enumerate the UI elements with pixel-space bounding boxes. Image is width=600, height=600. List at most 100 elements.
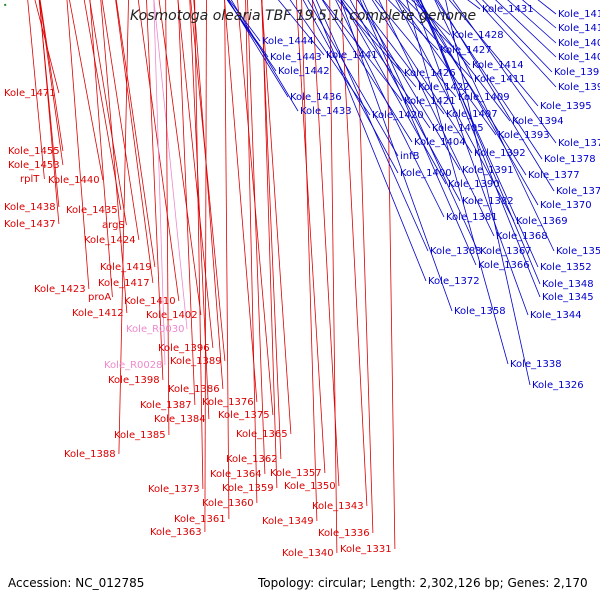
gene-label: Kole_1349 <box>262 516 314 527</box>
gene-label: Kole_1417 <box>98 278 150 289</box>
gene-label: Kole_1389 <box>170 356 222 367</box>
gene-label: Kole_1415 <box>558 9 600 20</box>
label-leader-line <box>204 0 207 533</box>
gene-label: infB <box>400 151 420 162</box>
label-leader-line <box>89 0 113 298</box>
gene-label: Kole_1326 <box>532 380 584 391</box>
label-leader-line <box>448 0 539 107</box>
gene-label: argS <box>102 220 125 231</box>
gene-label: Kole_1344 <box>530 310 582 321</box>
label-leader-line <box>38 0 60 208</box>
gene-label: Kole_1360 <box>202 498 254 509</box>
label-leader-line <box>115 0 154 284</box>
label-leader-line <box>34 0 60 94</box>
gene-label: Kole_1420 <box>372 110 424 121</box>
gene-label: Kole_1385 <box>114 430 166 441</box>
gene-label: Kole_1455 <box>8 146 60 157</box>
gene-label: Kole_1411 <box>474 74 526 85</box>
label-leader-line <box>89 0 127 226</box>
gene-label: Kole_1352 <box>540 262 592 273</box>
ring-dotted-3 <box>1 0 7 7</box>
label-leader-line <box>69 0 104 181</box>
gene-label: Kole_1412 <box>72 308 124 319</box>
gene-label: Kole_R0030 <box>126 324 185 335</box>
label-leader-line <box>355 0 374 534</box>
label-leader-line <box>146 0 164 381</box>
gene-label: Kole_1372 <box>428 276 480 287</box>
label-leader-line <box>177 0 214 349</box>
label-leader-line <box>39 0 64 152</box>
gene-label: Kole_1381 <box>446 212 498 223</box>
gene-label: Kole_1406 <box>558 52 600 63</box>
gene-label: Kole_1375 <box>218 410 270 421</box>
label-leader-line <box>437 0 555 192</box>
label-leader-line <box>395 0 515 222</box>
gene-label: Kole_1433 <box>300 106 352 117</box>
label-leader-line <box>335 0 445 218</box>
gene-label: Kole_1367 <box>480 246 532 257</box>
label-leader-line <box>165 0 170 436</box>
gene-label: Kole_1359 <box>222 483 274 494</box>
gene-label: Kole_1336 <box>318 528 370 539</box>
gene-label: Kole_1379 <box>558 138 600 149</box>
gene-label: Kole_1350 <box>284 481 336 492</box>
label-leader-line <box>386 0 396 550</box>
gene-label: Kole_1378 <box>544 154 596 165</box>
gene-label: Kole_1413 <box>558 23 600 34</box>
gene-label: Kole_1391 <box>462 165 514 176</box>
label-leader-line <box>193 0 224 390</box>
label-leader-line <box>342 0 417 88</box>
label-leader-line <box>307 0 399 157</box>
gene-label: Kole_1390 <box>448 179 500 190</box>
label-leader-line <box>322 0 403 102</box>
label-leader-line <box>321 0 413 143</box>
label-leader-line <box>301 0 318 522</box>
gene-label: Kole_1394 <box>512 116 564 127</box>
label-leader-line <box>420 0 541 285</box>
label-leader-line <box>137 0 180 302</box>
gene-label: Kole_1442 <box>278 66 330 77</box>
label-leader-line <box>417 0 539 268</box>
gene-label: Kole_1404 <box>414 137 466 148</box>
label-leader-line <box>349 0 461 202</box>
label-leader-line <box>189 0 210 420</box>
gene-label: Kole_1443 <box>270 52 322 63</box>
genome-title: Kosmotoga olearia TBF 19.5.1, complete g… <box>130 8 477 24</box>
gene-label: Kole_1396 <box>158 343 210 354</box>
label-leader-line <box>118 0 129 455</box>
label-leader-line <box>311 0 340 487</box>
label-leader-line <box>247 0 266 475</box>
label-leader-line <box>83 0 122 211</box>
label-leader-line <box>237 0 274 416</box>
label-leader-line <box>419 0 539 206</box>
label-leader-line <box>340 0 368 507</box>
label-leader-line <box>227 0 289 98</box>
label-leader-line <box>337 0 403 74</box>
label-leader-line <box>341 0 447 185</box>
label-leader-line <box>329 0 338 554</box>
gene-label: Kole_1408 <box>558 38 600 49</box>
label-leader-line <box>374 0 457 98</box>
label-leader-line <box>435 0 543 160</box>
label-leader-line <box>224 0 258 403</box>
gene-label: Kole_1348 <box>542 279 594 290</box>
gene-label: Kole_1363 <box>150 527 202 538</box>
label-leader-line <box>39 0 60 225</box>
label-leader-line <box>302 0 399 174</box>
gene-label: Kole_1370 <box>540 200 592 211</box>
label-leader-line <box>315 0 429 252</box>
label-leader-line <box>177 0 196 406</box>
gene-label: Kole_1366 <box>478 260 530 271</box>
label-leader-line <box>115 0 156 268</box>
label-leader-line <box>340 0 453 312</box>
accession-text: Accession: NC_012785 <box>8 576 145 590</box>
gene-label: Kole_1365 <box>236 429 288 440</box>
gene-label: Kole_1357 <box>270 468 322 479</box>
gene-label: Kole_1423 <box>34 284 86 295</box>
label-leader-line <box>261 0 278 489</box>
gene-label: Kole_1435 <box>66 205 118 216</box>
label-leader-line <box>153 0 166 366</box>
gene-label: Kole_1424 <box>84 235 136 246</box>
gene-label: Kole_1387 <box>140 400 192 411</box>
gene-label: Kole_1364 <box>210 469 262 480</box>
